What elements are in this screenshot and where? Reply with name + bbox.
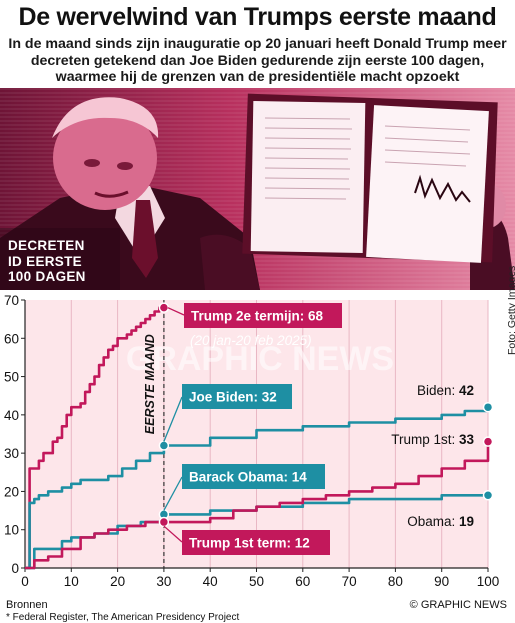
x-tick-label: 90 (434, 574, 449, 589)
photo-label-line3: 100 DAGEN (8, 269, 86, 284)
series-line-1 (25, 407, 490, 570)
header-photo (0, 88, 515, 290)
trump1-leader (163, 525, 183, 543)
trump2-subtext: (20 jan-20 feb 2025) (190, 333, 312, 348)
y-tick-label: 20 (4, 484, 19, 499)
sources-label: Bronnen (6, 599, 48, 611)
photo-label-line1: DECRETEN (8, 238, 85, 253)
y-tick-label: 70 (4, 293, 19, 308)
trump1-end-marker (482, 436, 494, 447)
x-tick-label: 20 (110, 574, 125, 589)
trump2-annotation-text: Trump 2e termijn: 68 (191, 309, 324, 324)
sources-footnote: * Federal Register, The American Preside… (6, 612, 240, 623)
page-title: De wervelwind van Trumps eerste maand (18, 3, 497, 31)
obama-end-label-label: Obama: (407, 514, 459, 529)
obama-end-label-value: 19 (459, 514, 474, 529)
biden-annotation-box (182, 384, 292, 409)
series-line-3 (25, 441, 490, 570)
trump1-annotation-box (182, 530, 330, 555)
x-tick-label: 30 (156, 574, 171, 589)
x-tick-label: 70 (342, 574, 357, 589)
y-tick-label: 50 (4, 370, 19, 385)
trump1-end-label: Trump 1st: 33 (391, 432, 474, 447)
line-chart: 0 10 20 30 40 50 60 70 0 10 20 30 40 50 60 70 80 90 100 GRA… (4, 293, 500, 589)
obama-annotation-box (182, 464, 325, 489)
obama-end-marker (482, 490, 494, 501)
series-line-0 (25, 306, 164, 570)
x-tick-label: 0 (21, 574, 29, 589)
biden-end-marker (482, 401, 494, 413)
obama-leader (163, 476, 183, 511)
photo-label-line2: ID EERSTE (8, 253, 82, 269)
watermark-text: GRAPHIC NEWS (126, 340, 394, 378)
x-tick-label: 80 (388, 574, 403, 589)
x-tick-label: 50 (249, 574, 264, 589)
trump1-annotation-text: Trump 1st term: 12 (189, 536, 310, 551)
brand-credit: © GRAPHIC NEWS (409, 599, 507, 611)
first-month-marker-label: EERSTE MAAND (143, 334, 157, 434)
photo-label: DECRETEN ID EERSTE 100 DAGEN (8, 238, 86, 285)
y-tick-label: 30 (4, 446, 19, 461)
biden-30-marker (158, 440, 170, 451)
biden-end-label-value: 42 (459, 383, 474, 398)
trump2-annotation-box (184, 303, 342, 328)
trump1-end-label-value: 33 (459, 432, 475, 447)
y-tick-label: 60 (4, 331, 19, 346)
biden-leader (163, 396, 183, 442)
x-tick-label: 60 (295, 574, 310, 589)
obama-end-label: Obama: 19 (407, 514, 474, 529)
biden-annotation-text: Joe Biden: 32 (189, 390, 277, 405)
photo-credit: Foto: Getty Images (506, 265, 515, 355)
x-tick-label: 100 (477, 574, 500, 589)
photo-illustration (0, 88, 515, 290)
chart-area: 0 10 20 30 40 50 60 70 0 10 20 30 40 50 60 70 80 90 100 GRA… (0, 290, 515, 595)
biden-end-label-label: Biden: (417, 383, 459, 398)
biden-end-label: Biden: 42 (417, 383, 474, 398)
obama-annotation-text: Barack Obama: 14 (189, 470, 307, 485)
y-tick-label: 10 (4, 523, 19, 538)
y-tick-label: 0 (11, 561, 19, 576)
trump1-30-marker (158, 516, 170, 528)
trump1-end-label-label: Trump 1st: (391, 432, 459, 447)
y-tick-label: 40 (4, 408, 19, 423)
page-subtitle: In de maand sinds zijn inauguratie op 20… (8, 36, 507, 85)
trump2-marker (158, 302, 170, 313)
trump2-leader (167, 307, 185, 316)
x-tick-label: 40 (203, 574, 218, 589)
x-tick-label: 10 (64, 574, 79, 589)
